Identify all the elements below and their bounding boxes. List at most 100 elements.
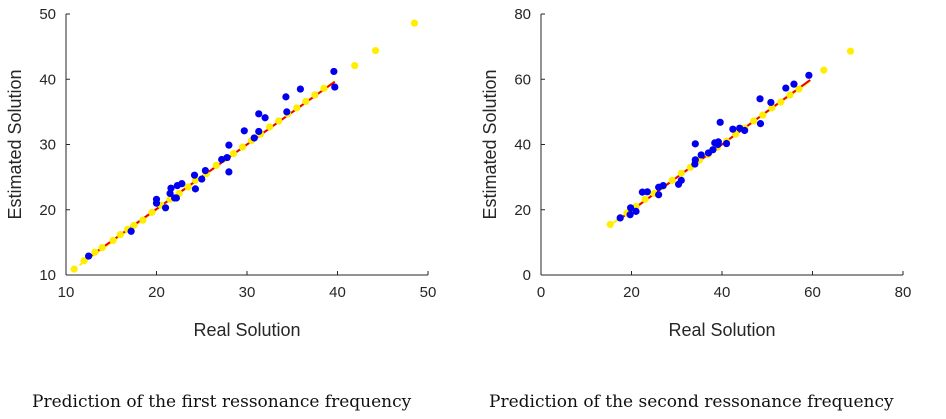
chart1-yellow-point [275,117,283,125]
chart1-y-tick-label: 50 [39,6,56,23]
chart1-x-axis-label: Real Solution [193,320,300,340]
chart2-blue-point [677,176,685,184]
chart1-blue-point [225,168,233,176]
chart2-blue-point [722,139,731,148]
chart1-blue-point [331,83,339,91]
chart1-y-tick-label: 10 [39,267,56,284]
chart2-x-tick-label: 80 [895,284,912,301]
chart2-blue-point [729,125,737,133]
chart2-blue-point [714,138,722,146]
chart1-blue-point [198,175,206,183]
chart2-blue-point [643,188,651,196]
chart2-blue-point [782,84,790,92]
chart2-y-tick-label: 20 [514,202,531,219]
chart1-blue-point [178,180,186,188]
caption-second-resonance: Prediction of the second ressonance freq… [489,392,894,412]
chart2-yellow-point [677,169,685,177]
chart1-blue-point [296,85,304,93]
chart1-x-tick-label: 10 [58,284,75,301]
chart2-yellow-point [786,91,794,99]
chart2-blue-point [716,118,724,126]
chart2-blue-point [691,140,699,148]
chart1-yellow-point [70,265,78,273]
chart2-blue-point [756,95,764,103]
chart2-blue-point [626,211,634,219]
chart2-blue-point [626,204,635,212]
chart1-yellow-point [266,123,274,131]
chart1-yellow-point [293,104,301,112]
chart1-blue-point [172,194,181,202]
chart1-yellow-point [238,143,247,151]
chart1-blue-point [225,141,233,149]
chart1-yellow-point [311,91,319,99]
chart2-yellow-point [759,111,767,119]
chart1-yellow-point [91,248,99,256]
chart2-blue-point [632,207,640,215]
chart2-yellow-point [668,176,676,184]
chart1-blue-point [167,184,175,192]
chart1-yellow-point [371,46,380,55]
chart1-yellow-point [80,257,88,265]
chart1-yellow-point [130,221,138,230]
chart1-yellow-point [148,208,156,216]
chart1-blue-point [261,114,269,122]
chart2-y-tick-label: 0 [523,267,531,284]
chart1-blue-point [152,195,161,203]
chart2-yellow-point [606,220,614,229]
chart2-yellow-point [820,66,828,74]
chart2-x-tick-label: 40 [714,284,731,301]
chart1-blue-point [255,110,263,118]
chart1-y-axis-label: Estimated Solution [5,69,25,219]
chart1-blue-point [282,93,290,101]
caption-first-resonance: Prediction of the first ressonance frequ… [32,392,412,412]
chart2-y-tick-label: 40 [514,137,531,154]
chart1-x-tick-label: 40 [329,284,346,301]
chart1-blue-point [190,171,199,179]
chart2-blue-point [741,126,749,135]
chart2-blue-point [691,156,699,164]
chart1-yellow-point [212,161,220,169]
chart2-yellow-point [641,195,649,203]
chart2-x-tick-label: 0 [537,284,545,301]
chart1-blue-point [85,252,93,260]
chart1-yellow-point [139,216,147,224]
chart1-blue-point [218,155,226,164]
chart2-blue-point [616,214,624,222]
chart2-yellow-point [768,104,776,112]
chart2-blue-point [756,120,765,128]
chart2-blue-point [790,80,798,88]
chart1-yellow-point [229,150,238,158]
chart2-blue-point [659,182,667,190]
chart2-y-tick-label: 60 [514,71,531,88]
chart1-yellow-point [320,84,328,92]
chart1-y-tick-label: 20 [39,202,56,219]
chart1-blue-point [127,227,135,235]
chart1-blue-point [240,127,248,135]
chart1-blue-point [283,108,291,116]
chart2-yellow-point [795,85,803,93]
chart2-x-tick-label: 20 [623,284,640,301]
chart1-yellow-point [351,61,359,70]
chart1-blue-point [250,134,258,142]
chart1-yellow-point [184,183,192,191]
chart1-yellow-point [302,97,310,106]
chart1-yellow-point [109,236,117,245]
chart1-blue-point [255,127,263,136]
chart2-yellow-point [750,117,758,125]
chart1-yellow-point [410,19,419,27]
chart1-blue-point [191,185,200,193]
chart1-x-tick-label: 30 [239,284,256,301]
chart2-blue-point [697,151,705,159]
chart1-blue-point [223,153,231,162]
chart1-yellow-point [116,230,124,239]
chart2-yellow-point [846,47,855,55]
chart1-y-tick-label: 40 [39,71,56,88]
chart1-x-tick-label: 50 [420,284,437,301]
chart1-blue-point [330,67,338,76]
chart2-y-axis-label: Estimated Solution [480,69,500,219]
chart2-x-axis-label: Real Solution [668,320,775,340]
chart1-yellow-point [98,243,106,252]
chart1-blue-point [161,204,170,212]
chart2-yellow-point [777,98,785,106]
